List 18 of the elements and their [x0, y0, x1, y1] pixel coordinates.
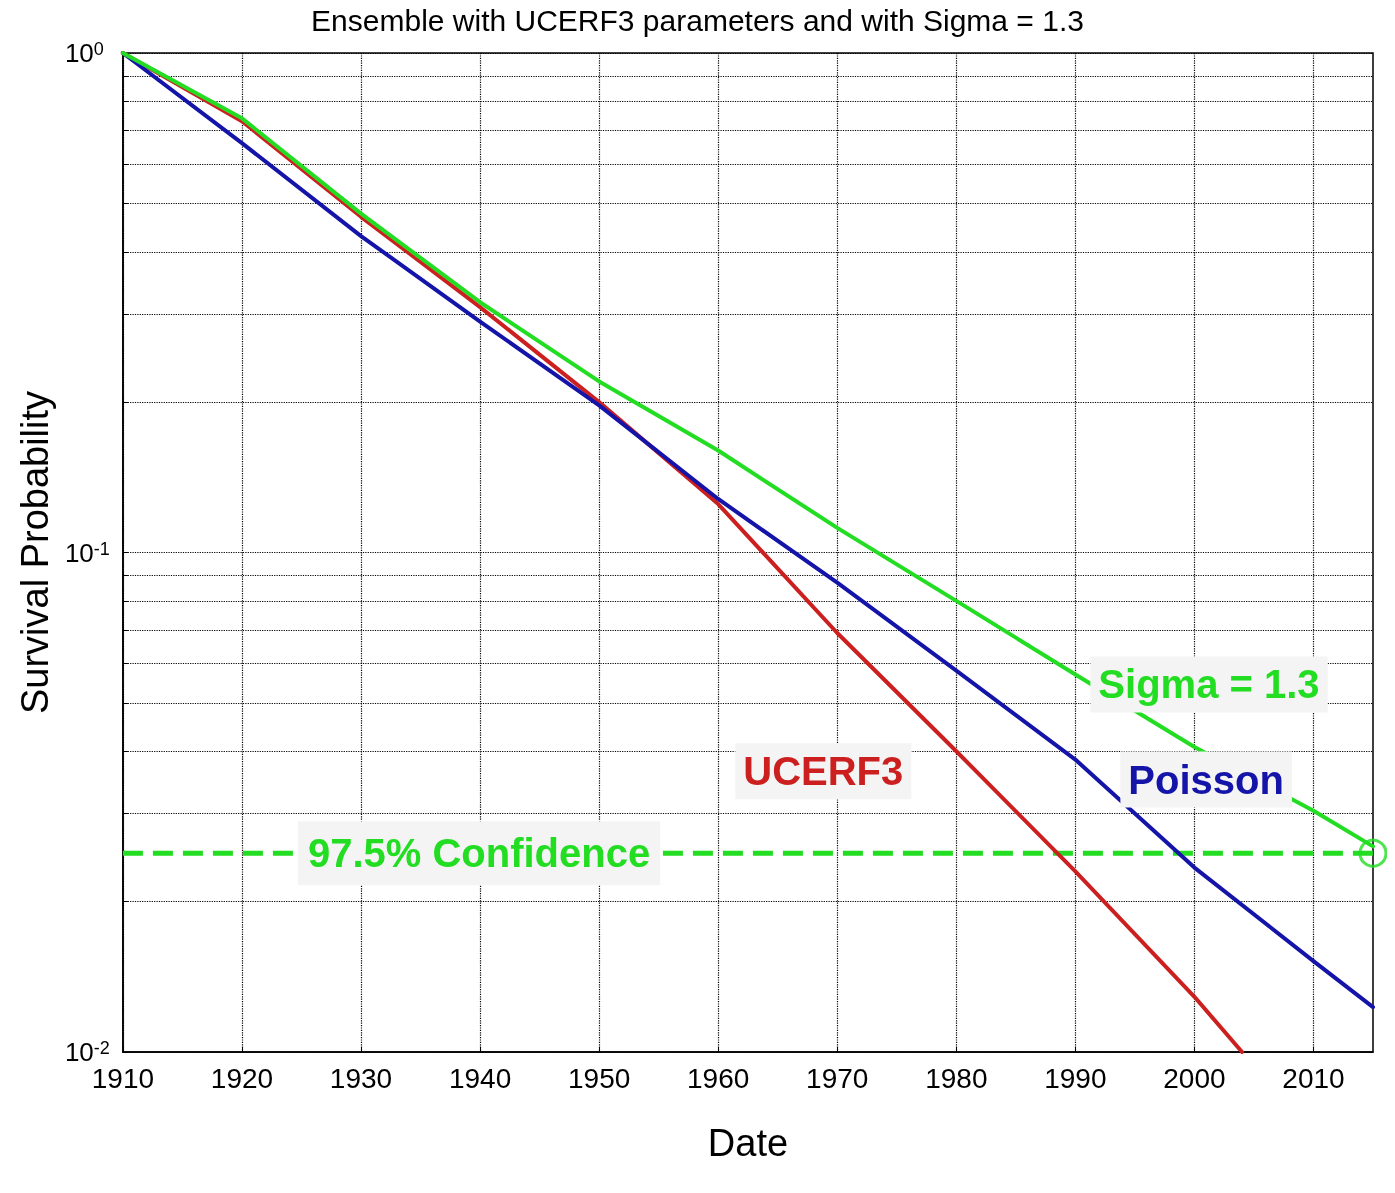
series-label: Poisson — [1128, 757, 1284, 802]
x-tick-label: 1930 — [329, 1062, 393, 1094]
x-tick-label: 1920 — [210, 1062, 274, 1094]
chart-title: Ensemble with UCERF3 parameters and with Sigma = 1.3 — [311, 3, 1084, 37]
x-tick-label: 1960 — [687, 1062, 750, 1094]
series-label: Sigma = 1.3 — [1098, 662, 1320, 707]
x-tick-label: 1970 — [806, 1062, 869, 1094]
y-axis-title: Survival Probability — [14, 390, 56, 715]
x-tick-label: 1990 — [1044, 1062, 1107, 1094]
series-label: UCERF3 — [743, 749, 904, 794]
x-tick-label: 2000 — [1163, 1062, 1226, 1094]
ref-line-label: 97.5% Confidence — [307, 831, 651, 876]
x-axis-title: Date — [707, 1122, 789, 1164]
x-tick-label: 1950 — [567, 1062, 631, 1094]
x-tick-label: 1940 — [448, 1062, 512, 1094]
x-tick-label: 2010 — [1282, 1062, 1345, 1094]
x-tick-label: 1980 — [925, 1062, 988, 1094]
x-tick-label: 1910 — [91, 1062, 155, 1094]
